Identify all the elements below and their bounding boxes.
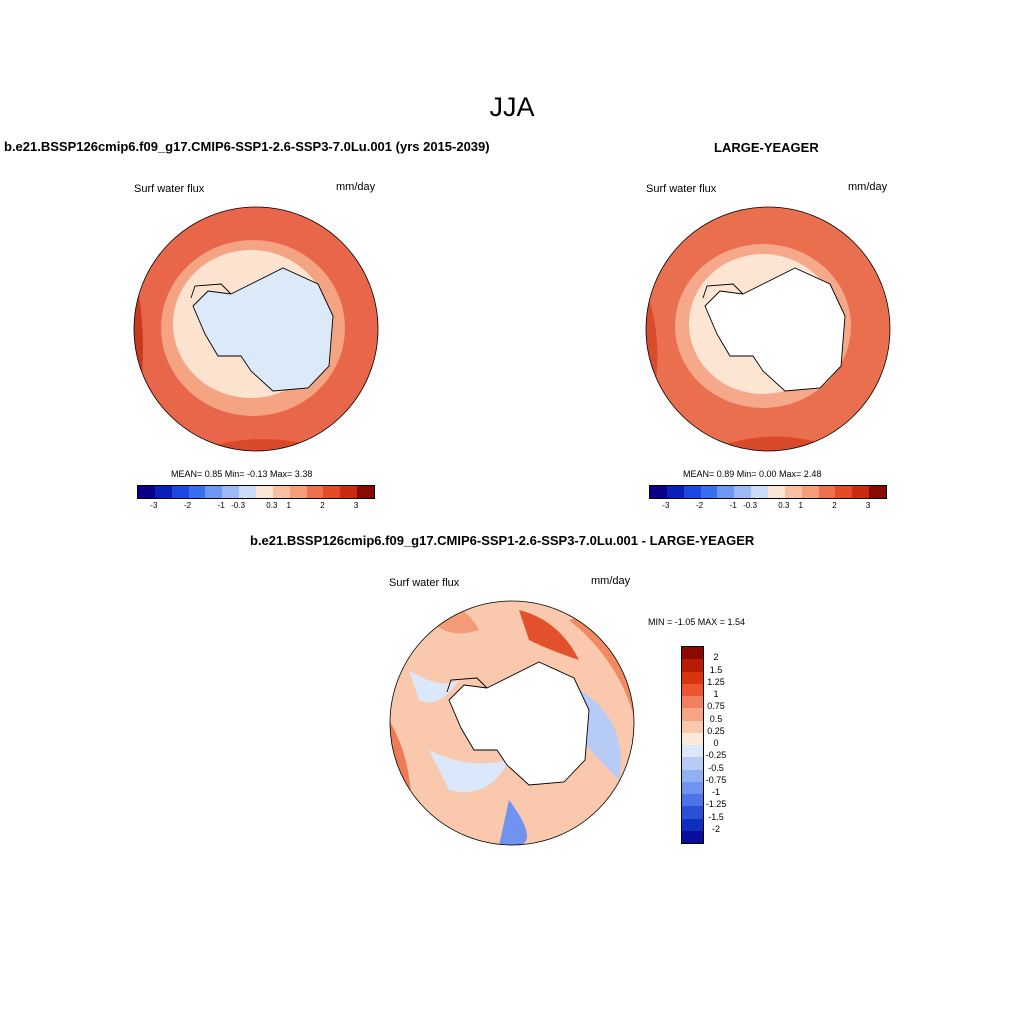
colorbar-swatch bbox=[682, 745, 703, 758]
colorbar-tick-label: 2 bbox=[713, 652, 719, 663]
colorbar-swatch bbox=[171, 486, 189, 498]
colorbar-swatch bbox=[682, 671, 703, 684]
colorbar-swatch bbox=[256, 486, 273, 498]
colorbar-swatch bbox=[340, 486, 358, 498]
panel2-polar-map bbox=[645, 206, 891, 452]
colorbar-swatch bbox=[289, 486, 307, 498]
diff-polar-map bbox=[389, 600, 635, 846]
colorbar-tick-label: -1 bbox=[217, 501, 225, 510]
colorbar-swatch bbox=[682, 683, 703, 696]
colorbar-swatch bbox=[700, 486, 718, 498]
panel2-variable-label: Surf water flux bbox=[646, 183, 717, 195]
colorbar-swatch bbox=[818, 486, 836, 498]
colorbar-tick-label: -0.3 bbox=[231, 501, 246, 510]
panel2-title: LARGE-YEAGER bbox=[714, 140, 819, 155]
colorbar-tick-label: -0.5 bbox=[708, 762, 724, 773]
colorbar-tick-label: -2 bbox=[711, 823, 720, 834]
panel2-colorbar bbox=[649, 485, 887, 499]
colorbar-swatch bbox=[205, 486, 223, 498]
diff-colorbar bbox=[681, 646, 704, 844]
colorbar-tick-label: 0.3 bbox=[778, 501, 790, 510]
colorbar-tick-label: -3 bbox=[662, 501, 670, 510]
colorbar-tick-label: 1.25 bbox=[707, 676, 725, 687]
colorbar-swatch bbox=[650, 486, 667, 498]
panel1-stats: MEAN= 0.85 Min= -0.13 Max= 3.38 bbox=[171, 469, 313, 479]
diff-units-label: mm/day bbox=[591, 575, 631, 587]
colorbar-swatch bbox=[222, 486, 240, 498]
colorbar-tick-label: 0.5 bbox=[709, 713, 723, 724]
diff-minmax: MIN = -1.05 MAX = 1.54 bbox=[648, 617, 746, 627]
colorbar-swatch bbox=[138, 486, 155, 498]
colorbar-swatch bbox=[784, 486, 802, 498]
colorbar-swatch bbox=[682, 781, 703, 794]
colorbar-swatch bbox=[682, 732, 703, 745]
panel2-stats: MEAN= 0.89 Min= 0.00 Max= 2.48 bbox=[683, 469, 822, 479]
panel1-colorbar bbox=[137, 485, 375, 499]
colorbar-tick-label: 1 bbox=[713, 689, 719, 699]
colorbar-swatch bbox=[682, 818, 703, 831]
colorbar-swatch bbox=[682, 794, 703, 807]
colorbar-tick-label: 0.3 bbox=[266, 501, 278, 510]
figure-title: JJA bbox=[489, 92, 535, 122]
colorbar-tick-label: 0.75 bbox=[707, 701, 725, 712]
colorbar-swatch bbox=[768, 486, 785, 498]
colorbar-tick-label: -0.75 bbox=[705, 774, 727, 785]
colorbar-tick-label: -1 bbox=[729, 501, 737, 510]
colorbar-swatch bbox=[306, 486, 324, 498]
colorbar-swatch bbox=[717, 486, 735, 498]
colorbar-tick-label: -2 bbox=[184, 501, 192, 510]
panel1-polar-map bbox=[133, 206, 379, 452]
colorbar-tick-label: 1 bbox=[286, 501, 291, 510]
panel1-variable-label: Surf water flux bbox=[134, 183, 205, 195]
colorbar-tick-label: 2 bbox=[832, 501, 837, 510]
colorbar-tick-label: -1 bbox=[711, 787, 720, 797]
colorbar-swatch bbox=[154, 486, 172, 498]
colorbar-swatch bbox=[682, 708, 703, 721]
colorbar-swatch bbox=[852, 486, 870, 498]
colorbar-tick-label: -3 bbox=[150, 501, 158, 510]
colorbar-tick-label: 3 bbox=[353, 501, 359, 510]
colorbar-tick-label: 2 bbox=[320, 501, 325, 510]
colorbar-swatch bbox=[239, 486, 257, 498]
colorbar-swatch bbox=[734, 486, 752, 498]
colorbar-swatch bbox=[188, 486, 206, 498]
colorbar-swatch bbox=[682, 757, 703, 770]
colorbar-swatch bbox=[682, 769, 703, 782]
colorbar-swatch bbox=[357, 486, 375, 498]
colorbar-swatch bbox=[683, 486, 701, 498]
colorbar-swatch bbox=[751, 486, 769, 498]
colorbar-swatch bbox=[801, 486, 819, 498]
colorbar-swatch bbox=[323, 486, 341, 498]
panel1-title: b.e21.BSSP126cmip6.f09_g17.CMIP6-SSP1-2.… bbox=[4, 139, 490, 154]
colorbar-swatch bbox=[835, 486, 853, 498]
colorbar-swatch bbox=[682, 647, 703, 660]
diff-panel-title: b.e21.BSSP126cmip6.f09_g17.CMIP6-SSP1-2.… bbox=[250, 533, 755, 548]
colorbar-tick-label: -0.3 bbox=[743, 501, 758, 510]
colorbar-tick-label: 0.25 bbox=[707, 725, 725, 736]
colorbar-tick-label: -0.25 bbox=[705, 750, 727, 761]
diff-variable-label: Surf water flux bbox=[389, 577, 460, 589]
colorbar-swatch bbox=[869, 486, 887, 498]
colorbar-swatch bbox=[682, 806, 703, 819]
colorbar-swatch bbox=[682, 659, 703, 672]
colorbar-tick-label: 1 bbox=[798, 501, 803, 510]
colorbar-tick-label: -1.25 bbox=[705, 799, 727, 810]
colorbar-tick-label: 0 bbox=[713, 738, 719, 748]
colorbar-swatch bbox=[666, 486, 684, 498]
colorbar-swatch bbox=[682, 720, 703, 733]
panel2-units-label: mm/day bbox=[848, 181, 888, 193]
colorbar-tick-label: -1.5 bbox=[708, 811, 724, 822]
colorbar-tick-label: -2 bbox=[696, 501, 704, 510]
colorbar-tick-label: 1.5 bbox=[709, 664, 723, 675]
colorbar-tick-label: 3 bbox=[865, 501, 871, 510]
panel1-units-label: mm/day bbox=[336, 181, 376, 193]
colorbar-swatch bbox=[272, 486, 290, 498]
colorbar-swatch bbox=[682, 830, 703, 843]
colorbar-swatch bbox=[682, 696, 703, 709]
